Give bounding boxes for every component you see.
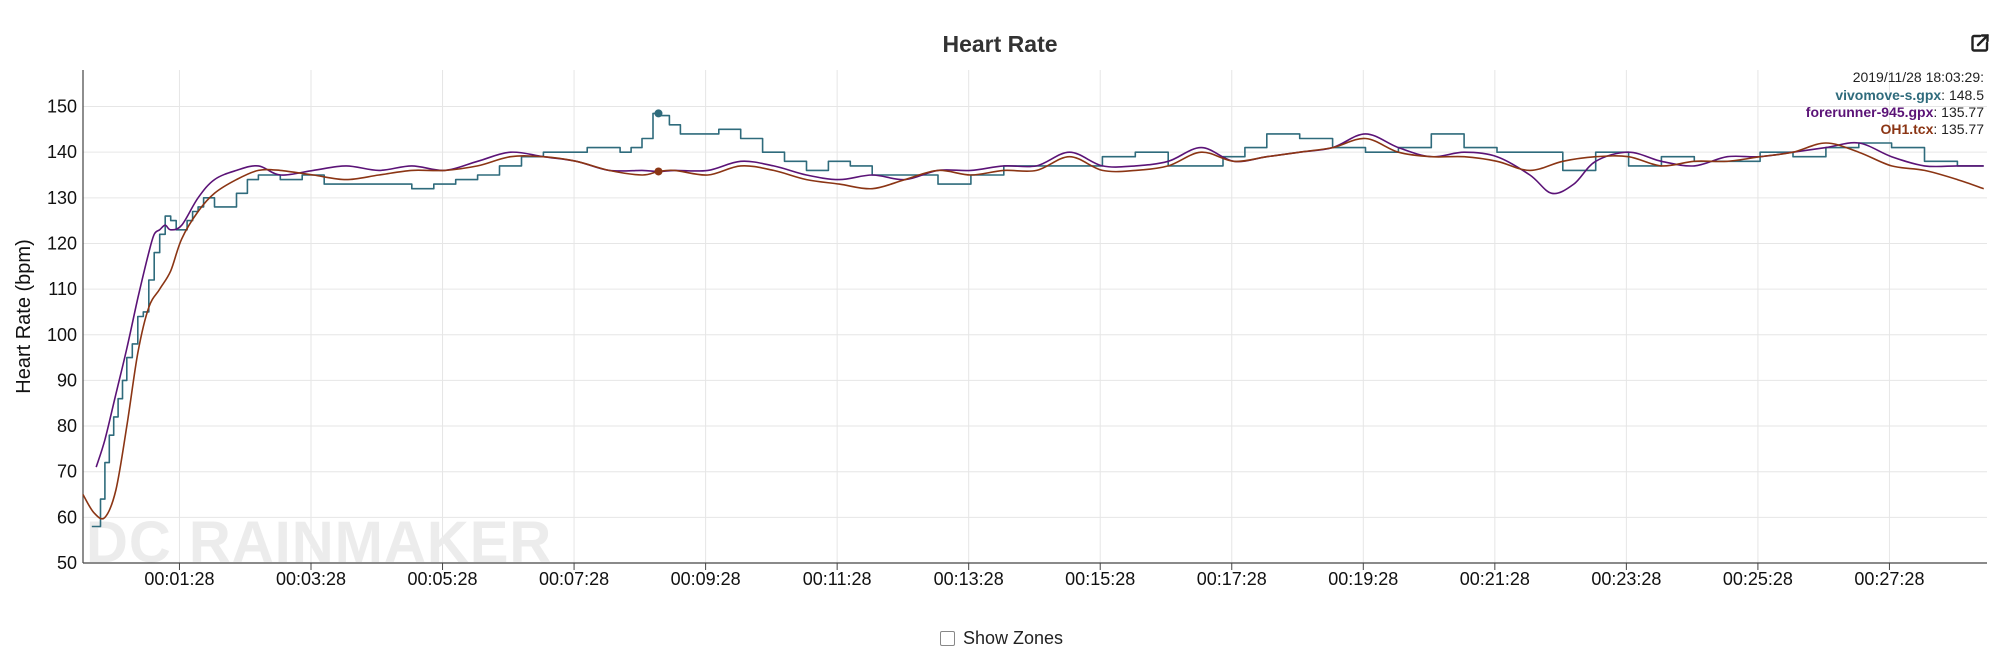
y-tick-label: 70	[57, 462, 77, 482]
tooltip-separator: :	[1933, 104, 1941, 120]
x-tick-label: 00:17:28	[1197, 569, 1267, 589]
tooltip-entry-forerunner: forerunner-945.gpx: 135.77	[1806, 104, 1984, 120]
x-tick-label: 00:15:28	[1065, 569, 1135, 589]
tooltip-series-name: OH1.tcx	[1880, 121, 1933, 137]
edit-external-icon	[1971, 34, 1989, 52]
tooltip-separator: :	[1933, 121, 1941, 137]
x-tick-label: 00:01:28	[144, 569, 214, 589]
y-tick-label: 130	[47, 188, 77, 208]
show-zones-label: Show Zones	[963, 628, 1064, 648]
series-line-forerunner[interactable]	[95, 133, 1984, 468]
show-zones-checkbox[interactable]	[940, 631, 955, 646]
x-tick-label: 00:03:28	[276, 569, 346, 589]
hover-marker-oh1	[654, 167, 663, 176]
axes: 50 60 70 80 90 100 110 120 130 140 150 00:01:28 00:0…	[13, 70, 1987, 589]
x-tick-label: 00:19:28	[1328, 569, 1398, 589]
tooltip-value: 135.77	[1941, 121, 1984, 137]
y-tick-label: 100	[47, 325, 77, 345]
tooltip-series-name: vivomove-s.gpx	[1835, 87, 1941, 103]
series-line-vivomove[interactable]	[91, 112, 1984, 528]
y-tick-label: 110	[48, 279, 77, 299]
y-axis-label: Heart Rate (bpm)	[13, 239, 35, 394]
x-tick-label: 00:27:28	[1854, 569, 1924, 589]
y-tick-label: 120	[47, 233, 77, 253]
y-tick-label: 80	[57, 416, 77, 436]
x-tick-label: 00:25:28	[1723, 569, 1793, 589]
y-tick-label: 140	[47, 142, 77, 162]
series-line-oh1[interactable]	[82, 137, 1984, 520]
export-button[interactable]	[1971, 34, 1989, 52]
chart-title: Heart Rate	[942, 31, 1057, 57]
x-tick-label: 00:23:28	[1591, 569, 1661, 589]
tooltip-separator: :	[1941, 87, 1949, 103]
x-tick-label: 00:13:28	[934, 569, 1004, 589]
x-tick-label: 00:21:28	[1460, 569, 1530, 589]
grid-lines	[83, 70, 1987, 563]
tooltip: 2019/11/28 18:03:29: vivomove-s.gpx: 148…	[1806, 69, 1984, 137]
y-tick-label: 60	[57, 507, 77, 527]
tooltip-entry-vivomove: vivomove-s.gpx: 148.5	[1835, 87, 1984, 103]
x-tick-label: 00:05:28	[407, 569, 477, 589]
tooltip-value: 135.77	[1941, 104, 1984, 120]
series-lines[interactable]	[82, 109, 1984, 528]
tooltip-series-name: forerunner-945.gpx	[1806, 104, 1934, 120]
x-tick-label: 00:09:28	[671, 569, 741, 589]
x-tick-label: 00:07:28	[539, 569, 609, 589]
watermark: DC RAINMAKER	[86, 510, 552, 575]
y-tick-label: 150	[47, 97, 77, 117]
x-tick-label: 00:11:28	[803, 569, 872, 589]
hover-marker-vivomove	[654, 109, 663, 118]
y-tick-label: 50	[57, 553, 77, 573]
y-tick-label: 90	[57, 370, 77, 390]
show-zones-toggle[interactable]: Show Zones	[940, 628, 1063, 649]
tooltip-timestamp: 2019/11/28 18:03:29:	[1853, 69, 1984, 85]
tooltip-entry-oh1: OH1.tcx: 135.77	[1880, 121, 1984, 137]
tooltip-value: 148.5	[1949, 87, 1984, 103]
